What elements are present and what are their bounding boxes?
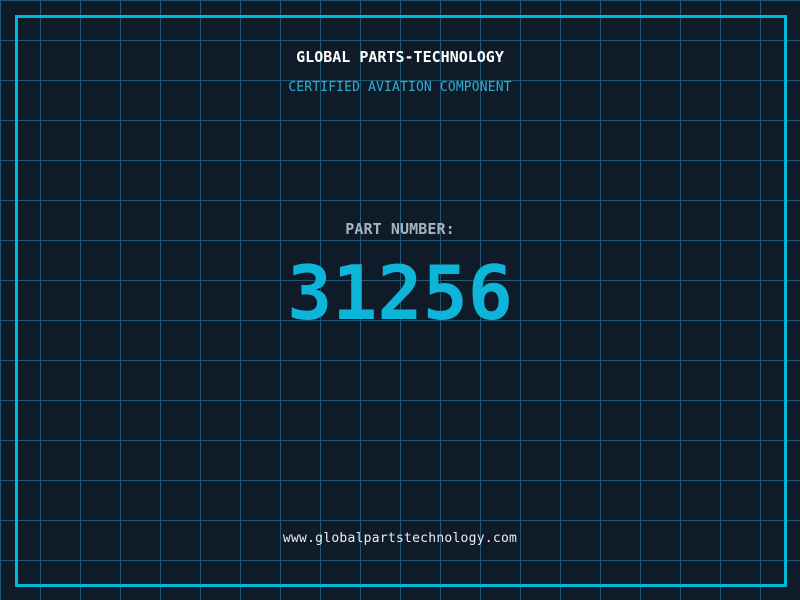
part-number-label: PART NUMBER: bbox=[345, 220, 455, 238]
certification-subtitle: CERTIFIED AVIATION COMPONENT bbox=[288, 80, 512, 95]
company-title: GLOBAL PARTS-TECHNOLOGY bbox=[296, 48, 504, 66]
part-number-value: 31256 bbox=[287, 249, 513, 337]
website-url: www.globalpartstechnology.com bbox=[282, 531, 518, 546]
